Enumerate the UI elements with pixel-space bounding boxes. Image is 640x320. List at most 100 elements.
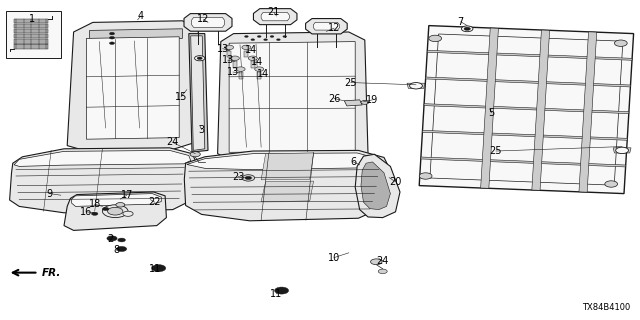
Text: 6: 6: [350, 157, 356, 167]
Circle shape: [109, 42, 115, 44]
Circle shape: [109, 32, 115, 35]
Polygon shape: [191, 36, 205, 150]
Polygon shape: [64, 192, 166, 230]
Circle shape: [429, 35, 442, 42]
Circle shape: [225, 45, 234, 50]
Text: 15: 15: [175, 92, 188, 102]
Circle shape: [614, 40, 627, 46]
Polygon shape: [421, 157, 626, 167]
Polygon shape: [257, 72, 261, 79]
Circle shape: [378, 269, 387, 274]
Circle shape: [361, 100, 369, 104]
Text: 23: 23: [232, 172, 244, 182]
Polygon shape: [14, 19, 48, 23]
Text: 10: 10: [328, 252, 340, 263]
Circle shape: [109, 36, 115, 39]
Polygon shape: [361, 162, 390, 210]
Polygon shape: [355, 154, 400, 218]
Text: 24: 24: [376, 256, 389, 266]
Circle shape: [107, 236, 117, 241]
Circle shape: [123, 211, 133, 216]
Text: FR.: FR.: [42, 268, 61, 278]
Text: 21: 21: [268, 7, 280, 17]
Circle shape: [371, 259, 382, 265]
Polygon shape: [72, 194, 161, 206]
Circle shape: [190, 152, 200, 157]
Circle shape: [264, 39, 268, 41]
Circle shape: [108, 207, 123, 215]
Text: 2: 2: [107, 234, 113, 244]
Polygon shape: [14, 150, 191, 166]
Polygon shape: [314, 22, 339, 30]
Text: 20: 20: [389, 177, 402, 187]
Polygon shape: [579, 32, 596, 192]
Circle shape: [236, 67, 245, 71]
Text: 7: 7: [458, 17, 464, 27]
Polygon shape: [251, 61, 255, 68]
Text: 14: 14: [257, 69, 269, 79]
Circle shape: [242, 175, 255, 181]
Polygon shape: [14, 34, 48, 38]
Polygon shape: [14, 29, 48, 33]
Text: 12: 12: [328, 23, 340, 33]
Text: 12: 12: [197, 14, 210, 24]
Circle shape: [244, 36, 248, 37]
Polygon shape: [481, 28, 499, 188]
Circle shape: [242, 45, 251, 50]
Circle shape: [464, 27, 470, 30]
Circle shape: [116, 203, 125, 207]
Circle shape: [275, 287, 289, 294]
Polygon shape: [6, 11, 61, 58]
Circle shape: [245, 176, 252, 180]
Polygon shape: [189, 34, 208, 152]
Polygon shape: [67, 21, 198, 151]
Polygon shape: [613, 148, 631, 153]
Text: 24: 24: [166, 137, 179, 148]
Text: 5: 5: [488, 108, 495, 118]
Polygon shape: [306, 19, 347, 34]
Text: 26: 26: [328, 93, 340, 104]
Text: 8: 8: [113, 245, 120, 255]
Circle shape: [102, 207, 109, 211]
Polygon shape: [419, 26, 634, 194]
Text: 18: 18: [88, 199, 101, 209]
Polygon shape: [14, 39, 48, 44]
Text: 13: 13: [227, 67, 239, 77]
Polygon shape: [253, 9, 297, 25]
Circle shape: [270, 36, 274, 37]
Circle shape: [257, 36, 261, 37]
Circle shape: [248, 56, 257, 60]
Polygon shape: [407, 83, 425, 88]
Circle shape: [92, 212, 98, 215]
Polygon shape: [229, 42, 355, 152]
Text: 11: 11: [148, 264, 161, 275]
Polygon shape: [261, 181, 314, 202]
Circle shape: [116, 246, 127, 252]
Polygon shape: [90, 29, 182, 40]
Text: 19: 19: [366, 95, 379, 105]
Text: 14: 14: [244, 45, 257, 55]
Polygon shape: [430, 34, 623, 185]
Circle shape: [102, 205, 128, 218]
Circle shape: [152, 265, 166, 272]
Polygon shape: [422, 130, 627, 140]
Circle shape: [255, 67, 264, 71]
Polygon shape: [344, 100, 362, 106]
Polygon shape: [233, 61, 237, 68]
Circle shape: [616, 147, 628, 154]
Text: 13: 13: [216, 44, 229, 54]
Text: 17: 17: [120, 190, 133, 200]
Text: TX84B4100: TX84B4100: [582, 303, 630, 312]
Polygon shape: [239, 72, 243, 79]
Polygon shape: [184, 150, 387, 221]
Circle shape: [195, 56, 205, 61]
Circle shape: [419, 173, 432, 179]
Polygon shape: [424, 104, 629, 114]
Text: 4: 4: [138, 11, 144, 21]
Text: 3: 3: [198, 124, 205, 135]
Text: 25: 25: [490, 146, 502, 156]
Polygon shape: [426, 77, 630, 87]
Polygon shape: [261, 153, 314, 180]
Polygon shape: [10, 148, 195, 213]
Polygon shape: [14, 24, 48, 28]
